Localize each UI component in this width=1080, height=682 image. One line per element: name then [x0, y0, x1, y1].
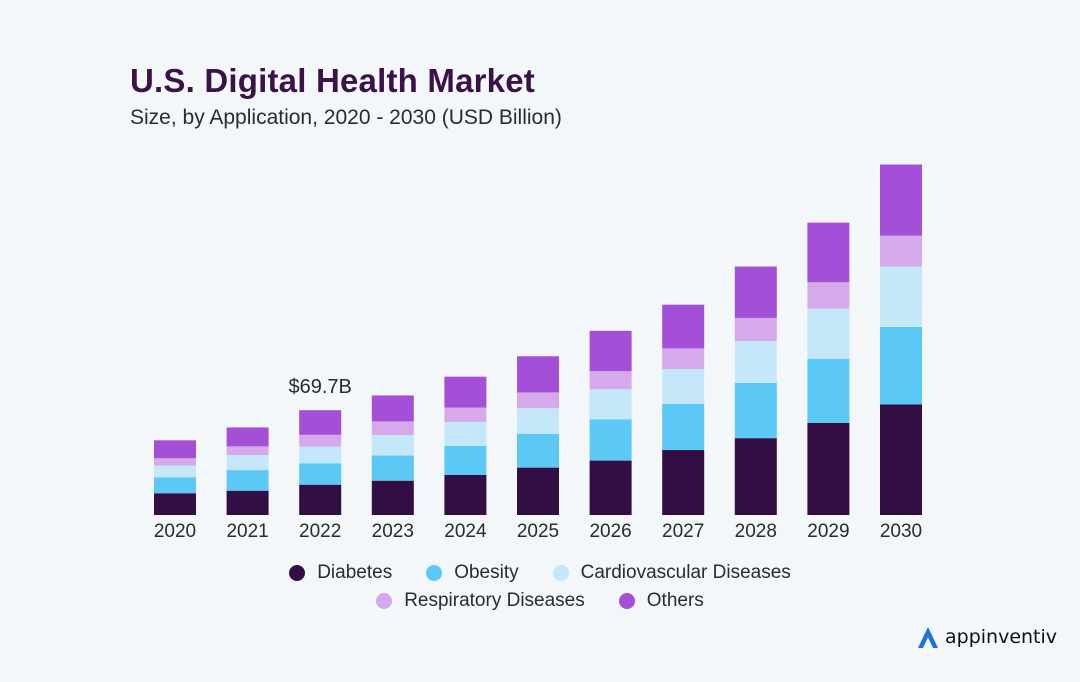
bar-segment-2023-respiratory-diseases	[371, 421, 414, 435]
legend-swatch-cardiovascular	[552, 565, 569, 581]
bar-segment-2028-respiratory-diseases	[734, 317, 777, 342]
legend-label-obesity: Obesity	[454, 562, 519, 583]
bar-segment-2029-obesity	[807, 358, 850, 423]
bar-segment-2029-others	[807, 222, 850, 283]
legend-swatch-obesity	[426, 565, 443, 581]
bar-segment-2030-others	[880, 164, 922, 236]
brand-name: appinventiv	[945, 626, 1058, 648]
bar-segment-2027-obesity	[662, 403, 705, 451]
bar-segment-2030-respiratory-diseases	[880, 235, 922, 267]
x-tick-label-2027: 2027	[662, 521, 704, 542]
bar-segment-2021-respiratory-diseases	[226, 446, 269, 456]
bar-segment-2022-others	[299, 410, 342, 435]
bar-segment-2024-respiratory-diseases	[444, 407, 487, 422]
bar-segment-2027-respiratory-diseases	[662, 348, 705, 369]
chart-subtitle: Size, by Application, 2020 - 2030 (USD B…	[130, 106, 562, 129]
bar-segment-2026-obesity	[589, 419, 632, 461]
legend-item-others: Others	[618, 590, 704, 612]
legend-label-others: Others	[646, 590, 704, 611]
bar-segment-2028-others	[734, 266, 777, 318]
bar-segment-2026-others	[589, 330, 632, 372]
bar-segment-2024-obesity	[444, 445, 487, 475]
bar-segment-2021-others	[226, 427, 269, 447]
bar-segment-2023-obesity	[371, 455, 414, 481]
chart-title: U.S. Digital Health Market	[130, 62, 535, 99]
bar-segment-2029-respiratory-diseases	[807, 282, 850, 309]
legend-swatch-others	[618, 593, 635, 609]
bar-segment-2023-others	[371, 395, 414, 422]
x-tick-label-2023: 2023	[372, 521, 414, 542]
x-tick-label-2024: 2024	[444, 521, 487, 542]
bar-segment-2025-diabetes	[517, 467, 559, 515]
bar-segment-2025-others	[517, 356, 559, 393]
legend-item-diabetes: Diabetes	[289, 562, 392, 584]
bar-segment-2028-cardiovascular-diseases	[734, 341, 777, 383]
bar-segment-2026-diabetes	[589, 460, 632, 515]
x-tick-label-2020: 2020	[154, 521, 196, 542]
bar-segment-2024-diabetes	[444, 474, 487, 515]
brand-logo: appinventiv	[915, 624, 1057, 650]
bar-segment-2020-respiratory-diseases	[154, 458, 196, 466]
bar-segment-2022-diabetes	[299, 484, 342, 515]
x-tick-label-2026: 2026	[589, 521, 631, 542]
legend-label-respiratory: Respiratory Diseases	[404, 590, 585, 611]
bar-segment-2026-respiratory-diseases	[589, 371, 632, 390]
bar-segment-2022-respiratory-diseases	[299, 434, 342, 447]
x-tick-label-2030: 2030	[880, 521, 922, 542]
bar-segment-2020-diabetes	[154, 493, 196, 515]
x-tick-label-2022: 2022	[299, 521, 341, 542]
legend-label-diabetes: Diabetes	[317, 562, 393, 583]
bar-segment-2027-cardiovascular-diseases	[662, 368, 705, 404]
bar-segment-2023-diabetes	[371, 480, 414, 515]
bar-segment-2022-obesity	[299, 463, 342, 485]
bar-segment-2025-obesity	[517, 433, 559, 468]
bar-segment-2020-others	[154, 440, 196, 459]
bar-segment-2028-diabetes	[734, 438, 777, 515]
bar-segment-2020-cardiovascular-diseases	[154, 465, 196, 478]
bar-segment-2025-respiratory-diseases	[517, 392, 559, 409]
x-tick-label-2021: 2021	[226, 521, 268, 542]
legend-row-1: Diabetes Obesity Cardiovascular Diseases	[0, 562, 1080, 584]
bar-segment-2021-cardiovascular-diseases	[226, 455, 269, 471]
legend-label-cardiovascular: Cardiovascular Diseases	[580, 562, 791, 583]
bar-segment-2030-obesity	[880, 326, 922, 405]
bar-segment-2029-diabetes	[807, 422, 850, 515]
legend-item-cardiovascular: Cardiovascular Diseases	[552, 562, 791, 584]
bar-segment-2030-diabetes	[880, 404, 922, 515]
bar-segment-2025-cardiovascular-diseases	[517, 408, 559, 434]
bar-segment-2021-diabetes	[226, 490, 269, 515]
bar-segment-2024-cardiovascular-diseases	[444, 421, 487, 446]
bar-segment-2022-cardiovascular-diseases	[299, 446, 342, 464]
bar-segment-2020-obesity	[154, 477, 196, 494]
x-tick-label-2025: 2025	[517, 521, 559, 542]
legend-item-respiratory: Respiratory Diseases	[376, 590, 585, 612]
bar-segment-2029-cardiovascular-diseases	[807, 308, 850, 359]
x-tick-label-2029: 2029	[807, 521, 849, 542]
bar-segment-2024-others	[444, 376, 487, 408]
bar-segment-2027-diabetes	[662, 450, 705, 515]
legend-swatch-diabetes	[289, 565, 306, 581]
value-annotation-2022: $69.7B	[289, 376, 352, 398]
bar-segment-2027-others	[662, 304, 705, 349]
legend-swatch-respiratory	[376, 593, 393, 609]
bar-segment-2023-cardiovascular-diseases	[371, 434, 414, 456]
bar-segment-2030-cardiovascular-diseases	[880, 266, 922, 327]
bar-segment-2021-obesity	[226, 470, 269, 491]
bar-segment-2026-cardiovascular-diseases	[589, 389, 632, 420]
legend-row-2: Respiratory Diseases Others	[0, 590, 1080, 612]
appinventiv-logo-icon	[918, 627, 938, 648]
x-tick-label-2028: 2028	[735, 521, 777, 542]
bar-segment-2028-obesity	[734, 382, 777, 439]
legend-item-obesity: Obesity	[426, 562, 519, 584]
